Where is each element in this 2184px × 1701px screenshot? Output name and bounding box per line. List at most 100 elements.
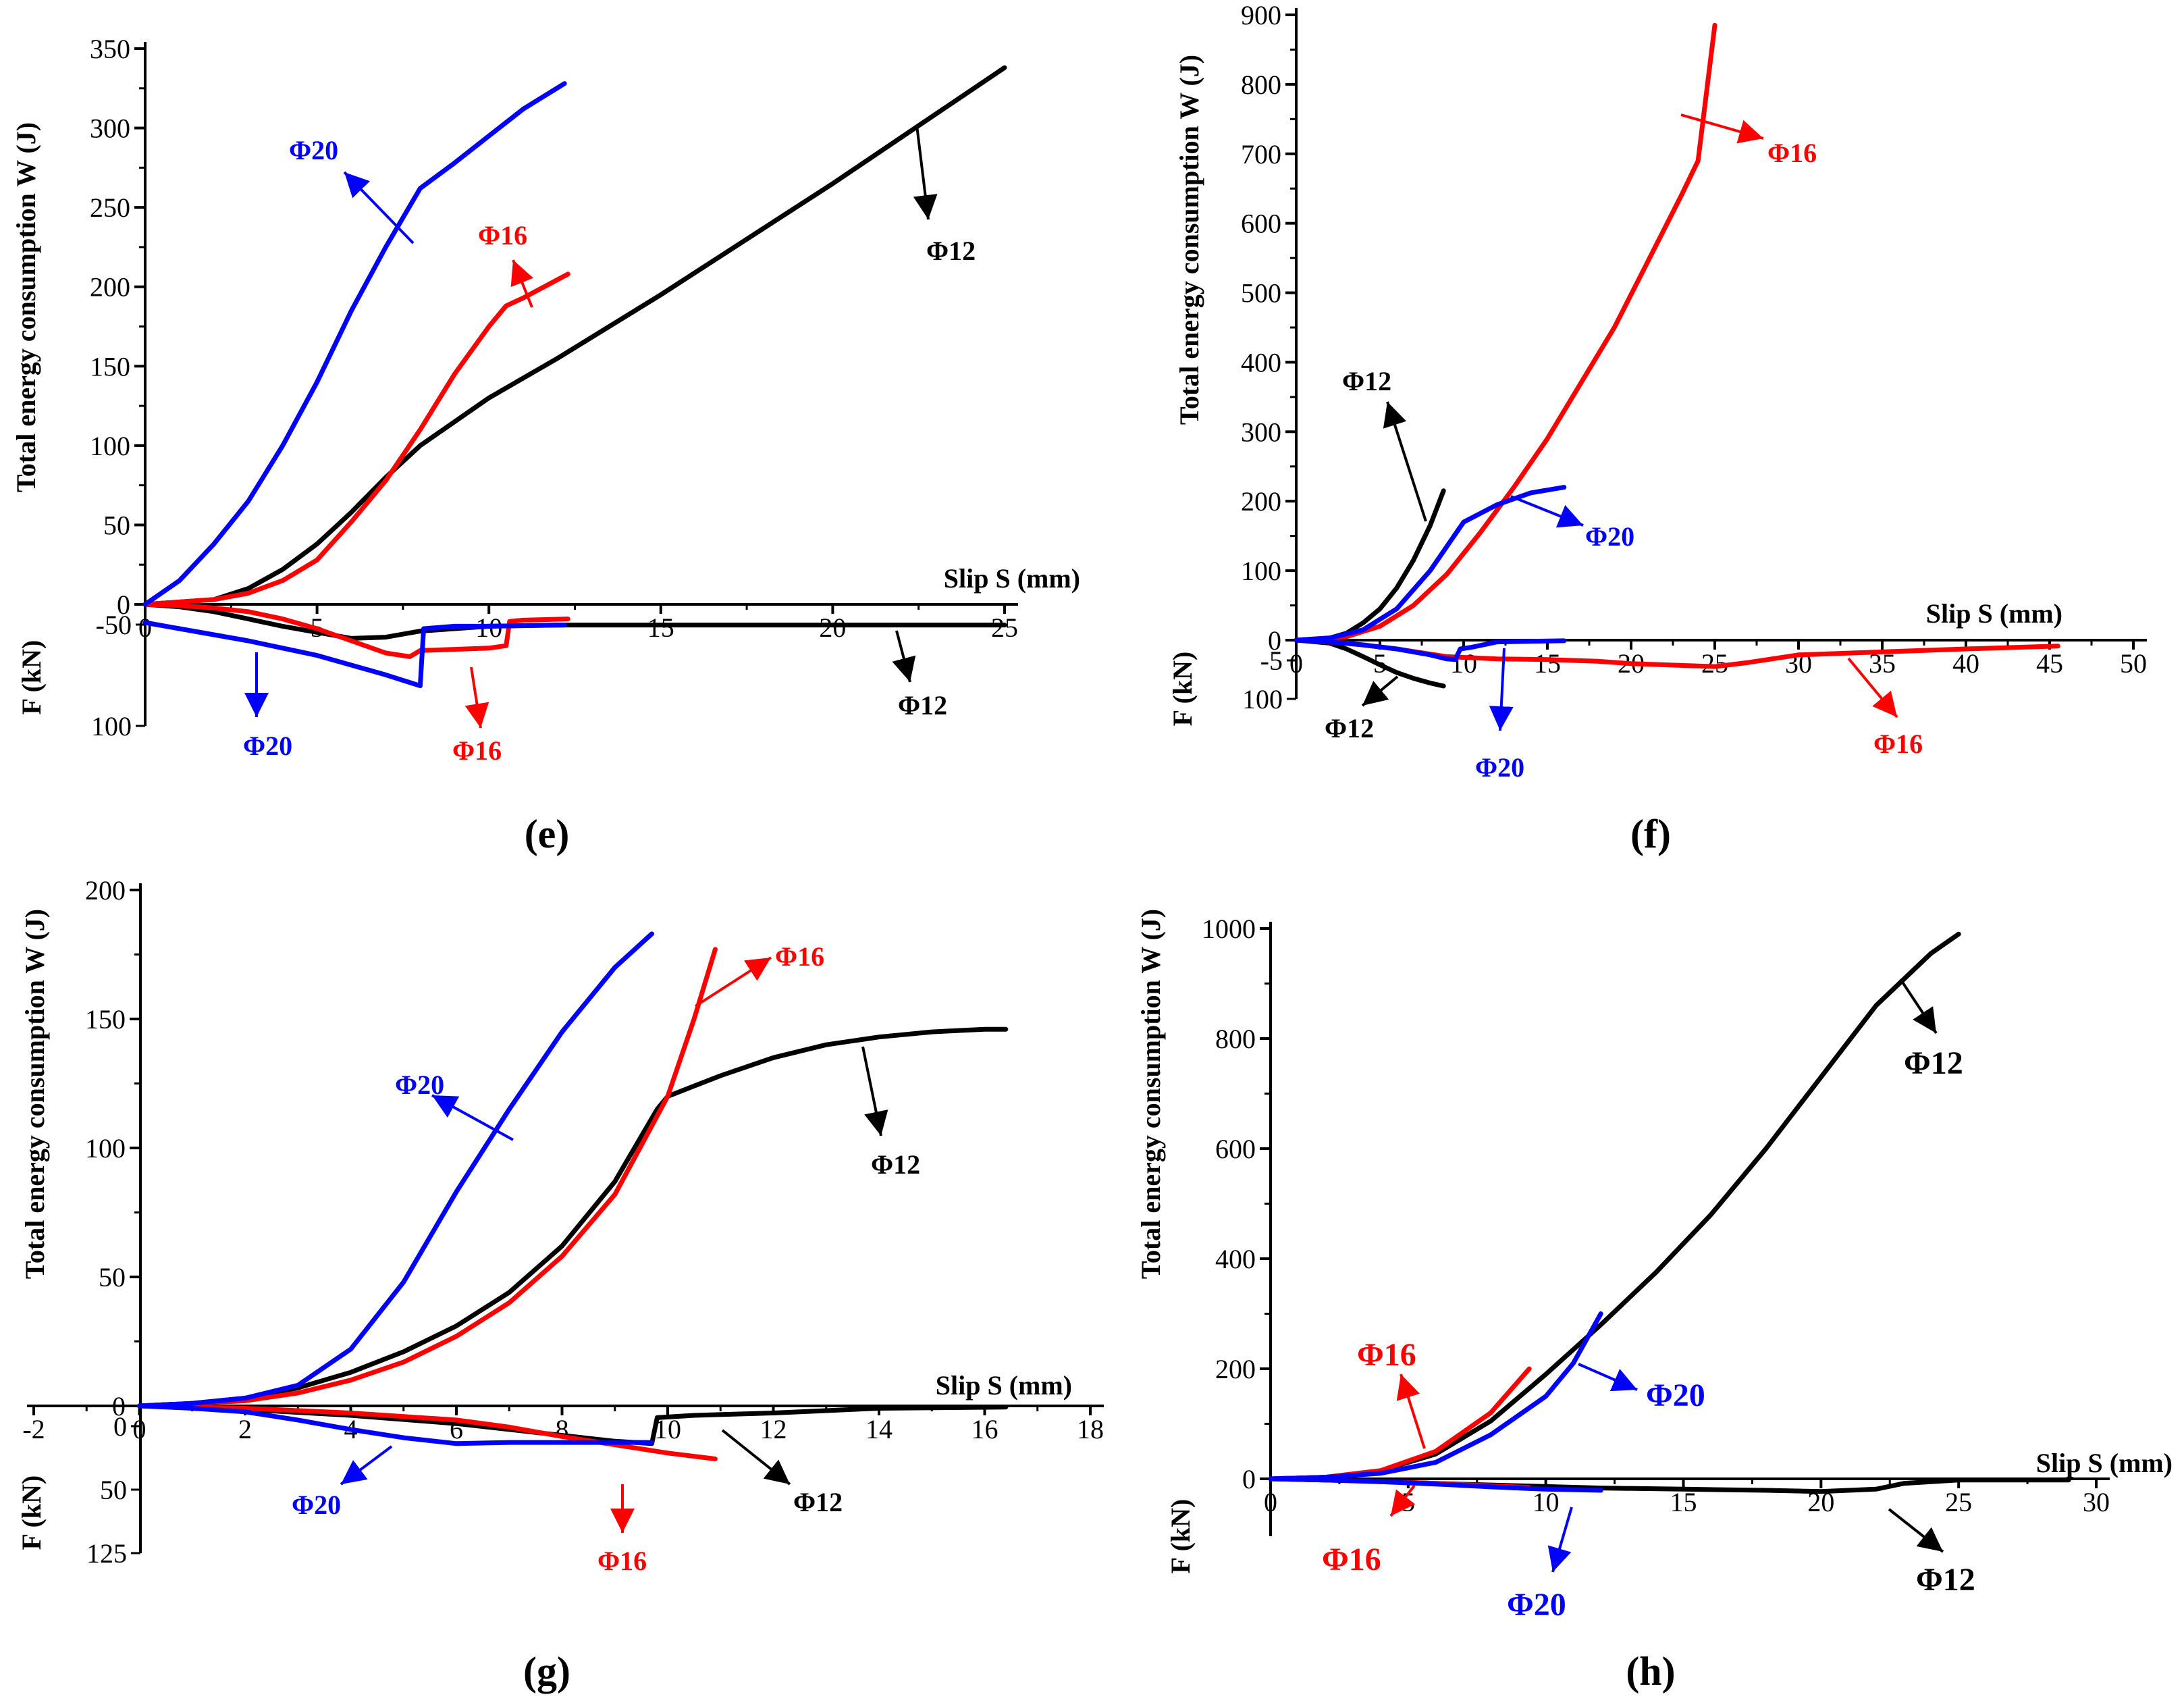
x-tick-label: 15 (1670, 1487, 1697, 1517)
annot-g-phi12-bot-text: Φ12 (793, 1487, 843, 1517)
x-tick-label: 20 (819, 612, 846, 643)
x-tick-label: 12 (760, 1414, 787, 1444)
annot-f-phi16-top: Φ16 (1680, 113, 1817, 168)
annot-f-phi16-bot: Φ16 (1847, 657, 1923, 759)
x-tick-label: 0 (1264, 1487, 1277, 1517)
y-tick-label: 0 (117, 590, 130, 620)
annot-f-phi20-top: Φ20 (1510, 495, 1634, 552)
x-tick-label: 0 (133, 1414, 147, 1444)
annot-e-phi12-bot: Φ12 (892, 630, 947, 721)
series-Φ16-energy-line (1294, 22, 1717, 643)
y-tick-label: 200 (1241, 486, 1281, 517)
annot-h-phi12-bot-text: Φ12 (1916, 1562, 1975, 1598)
annot-g-phi16-bot-text: Φ16 (597, 1546, 647, 1576)
panel-g-ylabel: Total energy consumption W (J) (20, 909, 50, 1279)
x-tick-label: 45 (2036, 648, 2063, 679)
x-tick-label: 15 (1534, 648, 1561, 679)
f-tick-label: -5 (1260, 646, 1283, 676)
x-tick-label: 0 (138, 612, 152, 643)
annot-g-phi16-top-text: Φ16 (775, 941, 824, 972)
series-Φ16-energy-line (142, 271, 570, 607)
annot-f-phi20-bot-text: Φ20 (1475, 752, 1524, 783)
panel-e-series (142, 65, 1007, 689)
annot-f-phi12-bot-text: Φ12 (1325, 713, 1374, 743)
annot-h-phi12-top-text: Φ12 (1904, 1045, 1963, 1081)
x-tick-label: 30 (2083, 1487, 2110, 1517)
series-Φ12-energy-line (142, 65, 1007, 607)
annot-e-phi12-top: Φ12 (913, 125, 976, 266)
panel-g-series (137, 931, 1009, 1461)
series-Φ12-energy-line (1268, 931, 1961, 1482)
x-tick-label: 50 (2120, 648, 2147, 679)
panel-f-flabel: F (kN) (1167, 652, 1198, 727)
f-tick-label: -50 (96, 610, 132, 640)
y-tick-label: 200 (85, 875, 126, 906)
annot-f-phi12-top: Φ12 (1342, 366, 1427, 522)
x-tick-label: 25 (1945, 1487, 1972, 1517)
x-tick-label: 40 (1952, 648, 1979, 679)
y-tick-label: 200 (1215, 1354, 1256, 1384)
series-Φ12-energy-line (137, 1026, 1009, 1409)
annot-h-phi12-top: Φ12 (1899, 978, 1963, 1081)
x-tick-label: 0 (1289, 648, 1303, 679)
y-tick-label: 350 (90, 34, 130, 64)
x-tick-label: -2 (22, 1414, 45, 1444)
series-Φ20-force-line (1294, 637, 1567, 662)
panel-e-label: (e) (525, 812, 570, 856)
annot-e-phi16-top-text: Φ16 (478, 220, 527, 251)
annot-g-phi16-bot: Φ16 (597, 1484, 647, 1576)
series-Φ16-force-line (137, 1403, 718, 1461)
annot-e-phi12-bot-text: Φ12 (898, 690, 947, 721)
annot-f-phi16-top-text: Φ16 (1767, 138, 1817, 168)
y-tick-label: 200 (90, 272, 130, 303)
annot-f-phi12-top-text: Φ12 (1342, 366, 1391, 396)
annot-g-phi20-top: Φ20 (395, 1070, 514, 1141)
y-tick-label: 250 (90, 192, 130, 223)
f-tick-label: 100 (1242, 684, 1283, 714)
annot-e-phi20-bot: Φ20 (243, 652, 292, 761)
series-Φ20-force-line (1268, 1476, 1603, 1493)
series-Φ20-force-line (142, 620, 567, 689)
annot-e-phi20-top-text: Φ20 (289, 135, 338, 165)
annot-h-phi16-top-text: Φ16 (1357, 1337, 1416, 1373)
x-tick-label: 16 (971, 1414, 998, 1444)
panel-g-label: (g) (523, 1649, 570, 1694)
series-Φ20-energy-line (1268, 1311, 1603, 1482)
x-tick-label: 15 (647, 612, 674, 643)
series-Φ12-force-line (1294, 637, 1446, 689)
y-tick-label: 600 (1241, 209, 1281, 239)
panel-g-xlabel: Slip S (mm) (936, 1370, 1072, 1401)
panel-h-ylabel: Total energy consumption W (J) (1136, 909, 1166, 1279)
annot-h-phi16-bot: Φ16 (1322, 1484, 1416, 1577)
annot-e-phi16-bot: Φ16 (452, 666, 502, 766)
x-tick-label: 10 (1533, 1487, 1560, 1517)
f-tick-label: 125 (86, 1538, 127, 1569)
annot-e-phi12-top-text: Φ12 (926, 236, 976, 266)
panel-e-ylabel: Total energy consumption W (J) (11, 122, 41, 492)
series-Φ16-force-line (142, 602, 570, 659)
series-Φ12-force-line (142, 602, 1007, 641)
f-tick-label: 0 (113, 1411, 127, 1442)
y-tick-label: 150 (85, 1004, 126, 1035)
annot-g-phi12-bot: Φ12 (721, 1429, 843, 1517)
annot-h-phi12-bot: Φ12 (1888, 1508, 1975, 1598)
f-tick-label: 50 (100, 1475, 127, 1505)
annot-g-phi16-top: Φ16 (694, 941, 824, 1007)
x-tick-label: 25 (991, 612, 1018, 643)
panel-h-label: (h) (1626, 1649, 1675, 1694)
series-Φ20-energy-line (142, 81, 567, 607)
x-tick-label: 8 (556, 1414, 569, 1444)
series-Φ16-energy-line (137, 947, 718, 1409)
y-tick-label: 1000 (1202, 914, 1256, 944)
annot-g-phi20-top-text: Φ20 (395, 1070, 444, 1100)
y-tick-label: 0 (1268, 625, 1281, 656)
panel-f-ylabel: Total energy consumption W (J) (1174, 55, 1204, 425)
annot-h-phi20-bot-text: Φ20 (1507, 1587, 1566, 1623)
annot-h-phi16-top: Φ16 (1357, 1337, 1426, 1449)
